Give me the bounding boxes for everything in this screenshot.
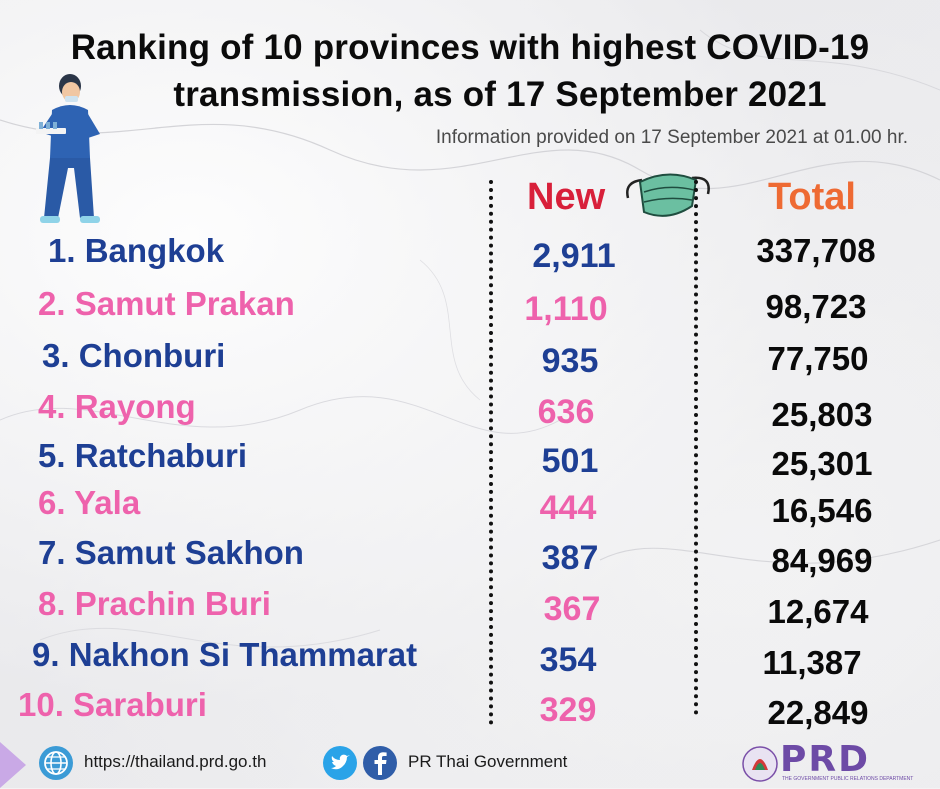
- prd-logo-graphic: [742, 746, 778, 782]
- total-cases-value: 16,546: [771, 492, 873, 529]
- province-rank: 3.: [42, 337, 70, 374]
- province-name: 8. Prachin Buri: [38, 585, 271, 623]
- prd-logo-tagline: THE GOVERNMENT PUBLIC RELATIONS DEPARTME…: [782, 776, 914, 782]
- footer: https://thailand.prd.go.th PR Thai Gover…: [0, 732, 940, 788]
- column-header-new: New: [527, 176, 606, 218]
- facebook-icon[interactable]: [362, 745, 398, 781]
- new-cases-value: 501: [541, 442, 599, 480]
- nurse-illustration: [36, 74, 100, 223]
- info-subtitle: Information provided on 17 September 202…: [435, 127, 908, 148]
- province-label: Saraburi: [73, 686, 207, 723]
- new-cases-value: 1,110: [524, 290, 608, 328]
- province-name: 6. Yala: [38, 484, 140, 522]
- face-mask-icon: [626, 173, 710, 217]
- column-header-total: Total: [768, 176, 856, 218]
- province-name: 2. Samut Prakan: [38, 285, 295, 323]
- total-cases-value: 25,301: [771, 445, 873, 482]
- new-cases-value: 935: [541, 342, 599, 380]
- new-cases-value: 2,911: [532, 237, 616, 275]
- province-name: 7. Samut Sakhon: [38, 534, 304, 572]
- total-cases-value: 84,969: [771, 542, 873, 579]
- column-divider-right: [694, 180, 698, 715]
- new-cases-value: 367: [543, 590, 601, 628]
- total-cases-value: 77,750: [767, 340, 869, 377]
- province-label: Nakhon Si Thammarat: [68, 636, 418, 673]
- prd-logo: PRD THE GOVERNMENT PUBLIC RELATIONS DEPA…: [742, 739, 913, 784]
- website-link[interactable]: https://thailand.prd.go.th: [84, 752, 267, 771]
- new-cases-value: 354: [539, 641, 597, 679]
- social-handle[interactable]: PR Thai Government: [408, 752, 568, 771]
- province-rank: 7.: [38, 534, 66, 571]
- province-name: 10. Saraburi: [18, 686, 207, 724]
- province-label: Yala: [74, 484, 141, 521]
- province-rank: 4.: [38, 388, 66, 425]
- new-cases-value: 387: [541, 539, 599, 577]
- new-cases-value: 444: [539, 489, 597, 527]
- column-divider-left: [489, 180, 493, 725]
- province-rank: 5.: [38, 437, 66, 474]
- province-rank: 6.: [38, 484, 66, 521]
- total-cases-value: 12,674: [767, 593, 869, 630]
- province-rank: 8.: [38, 585, 66, 622]
- province-name: 4. Rayong: [38, 388, 196, 426]
- province-label: Bangkok: [84, 232, 225, 269]
- total-cases-value: 98,723: [765, 288, 867, 325]
- province-rank: 9.: [32, 636, 60, 673]
- province-name: 3. Chonburi: [42, 337, 225, 375]
- province-rank: 1.: [48, 232, 76, 269]
- total-cases-value: 11,387: [762, 644, 862, 681]
- province-label: Rayong: [74, 388, 196, 425]
- total-cases-value: 337,708: [756, 232, 876, 269]
- twitter-icon[interactable]: [322, 745, 358, 781]
- title-line-1: Ranking of 10 provinces with highest COV…: [70, 28, 870, 67]
- prd-logo-text: PRD: [780, 739, 870, 780]
- province-label: Samut Prakan: [74, 285, 295, 322]
- globe-icon: [39, 746, 73, 780]
- province-name: 1. Bangkok: [48, 232, 224, 270]
- province-label: Chonburi: [78, 337, 226, 374]
- province-label: Prachin Buri: [74, 585, 271, 622]
- province-rank: 10.: [18, 686, 64, 723]
- province-rank: 2.: [38, 285, 66, 322]
- province-name: 9. Nakhon Si Thammarat: [32, 636, 417, 674]
- province-label: Samut Sakhon: [74, 534, 304, 571]
- total-cases-value: 25,803: [771, 396, 873, 433]
- province-name: 5. Ratchaburi: [38, 437, 247, 475]
- province-label: Ratchaburi: [74, 437, 248, 474]
- page-title: Ranking of 10 provinces with highest COV…: [0, 24, 940, 118]
- footer-accent-triangle: [0, 742, 26, 788]
- title-line-2: transmission, as of 17 September 2021: [173, 75, 827, 114]
- new-cases-value: 329: [539, 691, 597, 729]
- new-cases-value: 636: [537, 393, 595, 431]
- total-cases-value: 22,849: [767, 694, 869, 731]
